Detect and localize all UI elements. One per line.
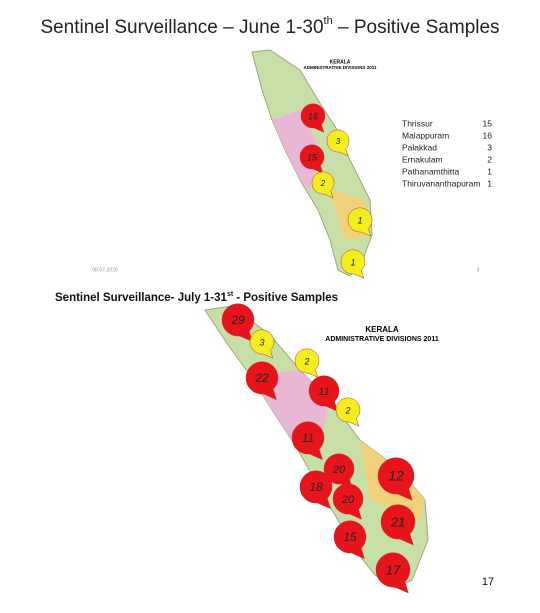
marker-pin <box>333 520 367 560</box>
marker-label: 29 <box>230 313 245 327</box>
district-count: 1 <box>487 166 492 176</box>
marker: 15 <box>299 144 325 174</box>
marker: 22 <box>245 361 279 401</box>
district-name: Palakkad <box>402 142 437 152</box>
map-subtitle: ADMINISTRATIVE DIVISIONS 2011 <box>304 65 377 70</box>
map-subtitle: ADMINISTRATIVE DIVISIONS 2011 <box>325 336 439 343</box>
marker-pin <box>377 457 415 501</box>
marker: 29 <box>221 303 255 343</box>
marker: 18 <box>299 470 333 510</box>
marker-pin <box>326 129 350 157</box>
marker-label: 1 <box>357 215 362 225</box>
district-name: Ernakulam <box>402 154 443 164</box>
slide-title: Sentinel Surveillance – June 1-30th – Po… <box>40 15 499 38</box>
marker-pin <box>375 552 411 594</box>
marker-label: 2 <box>303 356 309 366</box>
marker: 3 <box>326 129 350 157</box>
marker: 2 <box>311 171 335 199</box>
marker-pin <box>380 504 416 546</box>
marker-pin <box>300 103 326 133</box>
marker: 2 <box>294 348 320 378</box>
district-name: Pathanamthitta <box>402 166 459 176</box>
marker-pin <box>308 375 340 412</box>
title-rest: – Positive Samples <box>333 17 500 38</box>
title-sup: th <box>324 15 333 27</box>
slide-page: 17 <box>482 576 494 588</box>
marker-pin <box>221 303 255 343</box>
marker-label: 17 <box>386 562 401 577</box>
marker-label: 20 <box>332 464 346 476</box>
marker-pin <box>299 470 333 510</box>
marker-label: 2 <box>320 179 326 188</box>
marker: 17 <box>375 552 411 594</box>
marker: 1 <box>347 207 373 237</box>
title-text: Sentinel Surveillance – June 1-30 <box>40 17 323 38</box>
district-count: 3 <box>487 142 492 152</box>
marker-label: 18 <box>309 480 323 494</box>
marker-label: 20 <box>341 494 355 506</box>
map-title: KERALA <box>365 325 399 334</box>
marker: 11 <box>308 375 340 412</box>
slide-date: 08-07-2020 <box>92 267 118 273</box>
marker-label: 1 <box>350 257 355 267</box>
marker-pin <box>299 144 325 174</box>
marker-label: 12 <box>388 468 404 484</box>
title-text: Sentinel Surveillance- July 1-31 <box>55 292 228 304</box>
marker: 21 <box>380 504 416 546</box>
district-count: 1 <box>487 178 492 188</box>
marker-label: 3 <box>336 137 341 146</box>
marker: 16 <box>300 103 326 133</box>
district-name: Malappuram <box>402 130 449 140</box>
marker-label: 2 <box>344 405 350 415</box>
marker-pin <box>340 249 366 279</box>
slide-title: Sentinel Surveillance- July 1-31st - Pos… <box>55 291 338 304</box>
marker: 15 <box>333 520 367 560</box>
district-count: 16 <box>483 130 493 140</box>
marker-pin <box>332 483 364 520</box>
district-table: Thrissur 15 Malappuram 16 Palakkad 3 Ernakulam… <box>402 118 492 188</box>
marker: 1 <box>340 249 366 279</box>
map-title: KERALA <box>330 59 351 65</box>
marker-label: 22 <box>254 371 269 385</box>
marker: 3 <box>249 329 275 359</box>
marker: 11 <box>291 421 325 461</box>
title-sup: st <box>227 291 234 298</box>
marker-pin <box>311 171 335 199</box>
marker: 20 <box>332 483 364 520</box>
district-count: 15 <box>483 118 493 128</box>
marker-label: 3 <box>259 337 264 347</box>
marker-pin <box>294 348 320 378</box>
district-count: 2 <box>487 154 492 164</box>
marker-label: 11 <box>318 386 329 398</box>
marker-pin <box>347 207 373 237</box>
slide-page: 3 <box>477 267 480 273</box>
marker-pin <box>245 361 279 401</box>
marker-pin <box>335 397 361 427</box>
marker-label: 21 <box>390 514 405 529</box>
district-name: Thiruvananthapuram <box>402 178 480 188</box>
marker-label: 15 <box>343 530 357 544</box>
marker-label: 16 <box>308 111 318 121</box>
title-rest: - Positive Samples <box>233 292 338 304</box>
marker: 20 <box>323 453 355 490</box>
marker: 12 <box>377 457 415 501</box>
marker: 2 <box>335 397 361 427</box>
marker-label: 15 <box>307 152 318 162</box>
marker-pin <box>291 421 325 461</box>
district-name: Thrissur <box>402 118 433 128</box>
marker-pin <box>249 329 275 359</box>
map-district <box>272 110 320 190</box>
marker-label: 11 <box>302 431 314 445</box>
